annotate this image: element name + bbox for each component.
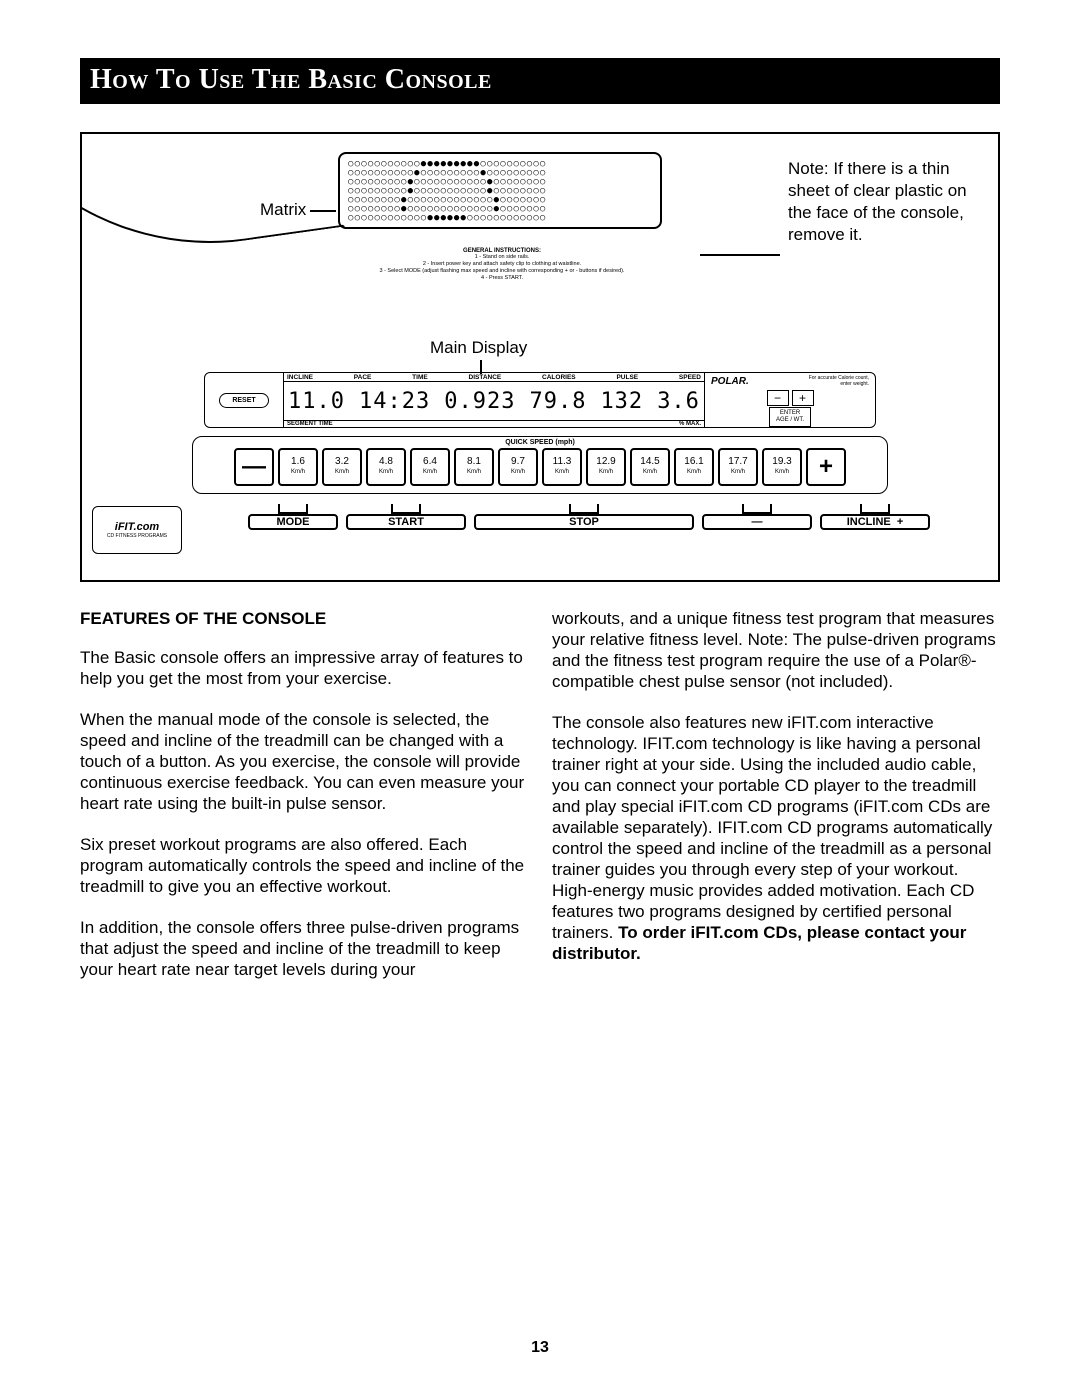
quick-speed-panel: QUICK SPEED (mph) — 1.6Km/h3.2Km/h4.8Km/…	[192, 436, 888, 494]
column-right: workouts, and a unique fitness test prog…	[552, 608, 1000, 1000]
page-title: How To Use The Basic Console	[80, 58, 1000, 104]
reset-button[interactable]: RESET	[219, 393, 268, 408]
plus-button[interactable]: +	[792, 390, 814, 406]
col2-p2: The console also features new iFIT.com i…	[552, 712, 1000, 964]
val-incline: 11.0	[288, 389, 345, 414]
quick-speed-6.4[interactable]: 6.4Km/h	[410, 448, 450, 486]
accuracy-note: For accurate Calorie count, enter weight…	[799, 375, 869, 387]
val-calories: 79.8	[529, 389, 586, 414]
quick-speed-title: QUICK SPEED (mph)	[193, 437, 887, 446]
column-left: FEATURES OF THE CONSOLE The Basic consol…	[80, 608, 528, 1000]
mode-button[interactable]: MODE	[248, 514, 338, 530]
gi-line-3: 3 - Select MODE (adjust flashing max spe…	[352, 268, 652, 275]
hdr-pulse: PULSE	[616, 374, 638, 381]
main-display-label: Main Display	[430, 338, 527, 358]
enter-age-wt-button[interactable]: ENTERAGE / WT.	[769, 407, 811, 427]
val-speed: 3.6	[657, 389, 700, 414]
features-heading: FEATURES OF THE CONSOLE	[80, 608, 528, 629]
quick-speed-17.7[interactable]: 17.7Km/h	[718, 448, 758, 486]
hdr-distance: DISTANCE	[469, 374, 502, 381]
speed-minus-button[interactable]: —	[702, 514, 812, 530]
val-time: 14:23	[359, 389, 430, 414]
main-display-panel: RESET INCLINE PACE TIME DISTANCE CALORIE…	[204, 372, 876, 428]
gi-line-2: 2 - Insert power key and attach safety c…	[352, 261, 652, 268]
hdr-time: TIME	[412, 374, 428, 381]
stop-button[interactable]: STOP	[474, 514, 694, 530]
polar-area: POLAR. For accurate Calorie count, enter…	[705, 373, 875, 427]
col1-p3: Six preset workout programs are also off…	[80, 834, 528, 897]
quick-speed-plus[interactable]: +	[806, 448, 846, 486]
quick-speed-14.5[interactable]: 14.5Km/h	[630, 448, 670, 486]
readout-area: INCLINE PACE TIME DISTANCE CALORIES PULS…	[283, 373, 705, 427]
quick-speed-8.1[interactable]: 8.1Km/h	[454, 448, 494, 486]
polar-logo: POLAR.	[711, 376, 749, 387]
hdr-speed: SPEED	[679, 374, 701, 381]
console-note: Note: If there is a thin sheet of clear …	[788, 158, 968, 246]
val-distance: 0.923	[444, 389, 515, 414]
control-row: iFIT.com CD FITNESS PROGRAMS MODE START …	[92, 506, 988, 554]
page-number: 13	[0, 1339, 1080, 1357]
ifit-sub: CD FITNESS PROGRAMS	[107, 533, 167, 539]
quick-speed-4.8[interactable]: 4.8Km/h	[366, 448, 406, 486]
ifit-panel: iFIT.com CD FITNESS PROGRAMS	[92, 506, 182, 554]
segment-time-label: SEGMENT TIME	[287, 421, 679, 427]
hdr-calories: CALORIES	[542, 374, 576, 381]
quick-speed-16.1[interactable]: 16.1Km/h	[674, 448, 714, 486]
quick-speed-9.7[interactable]: 9.7Km/h	[498, 448, 538, 486]
col1-p2: When the manual mode of the console is s…	[80, 709, 528, 814]
body-text: FEATURES OF THE CONSOLE The Basic consol…	[80, 608, 1000, 1000]
console-diagram: Matrix ○○○○○○○○○○○●●●●●●●●●○○○○○○○○○○ ○○…	[80, 132, 1000, 582]
ifit-logo: iFIT.com	[115, 521, 159, 533]
matrix-leader-line	[310, 210, 336, 212]
col1-p4: In addition, the console offers three pu…	[80, 917, 528, 980]
hdr-incline: INCLINE	[287, 374, 313, 381]
start-button[interactable]: START	[346, 514, 466, 530]
quick-speed-minus[interactable]: —	[234, 448, 274, 486]
col1-p1: The Basic console offers an impressive a…	[80, 647, 528, 689]
quick-speed-19.3[interactable]: 19.3Km/h	[762, 448, 802, 486]
quick-speed-12.9[interactable]: 12.9Km/h	[586, 448, 626, 486]
gi-line-1: 1 - Stand on side rails.	[352, 254, 652, 261]
minus-button[interactable]: −	[767, 390, 789, 406]
col2-p1: workouts, and a unique fitness test prog…	[552, 608, 1000, 692]
quick-speed-1.6[interactable]: 1.6Km/h	[278, 448, 318, 486]
quick-speed-3.2[interactable]: 3.2Km/h	[322, 448, 362, 486]
hdr-pace: PACE	[354, 374, 372, 381]
note-leader-line	[700, 254, 780, 256]
pct-max-label: % MAX.	[679, 421, 701, 427]
val-pulse: 132	[600, 389, 643, 414]
incline-plus-button[interactable]: INCLINE +	[820, 514, 930, 530]
matrix-label: Matrix	[260, 200, 306, 220]
general-instructions: GENERAL INSTRUCTIONS: 1 - Stand on side …	[352, 248, 652, 282]
quick-speed-11.3[interactable]: 11.3Km/h	[542, 448, 582, 486]
matrix-grid: ○○○○○○○○○○○●●●●●●●●●○○○○○○○○○○ ○○○○○○○○○…	[338, 152, 662, 229]
gi-line-4: 4 - Press START.	[352, 275, 652, 282]
